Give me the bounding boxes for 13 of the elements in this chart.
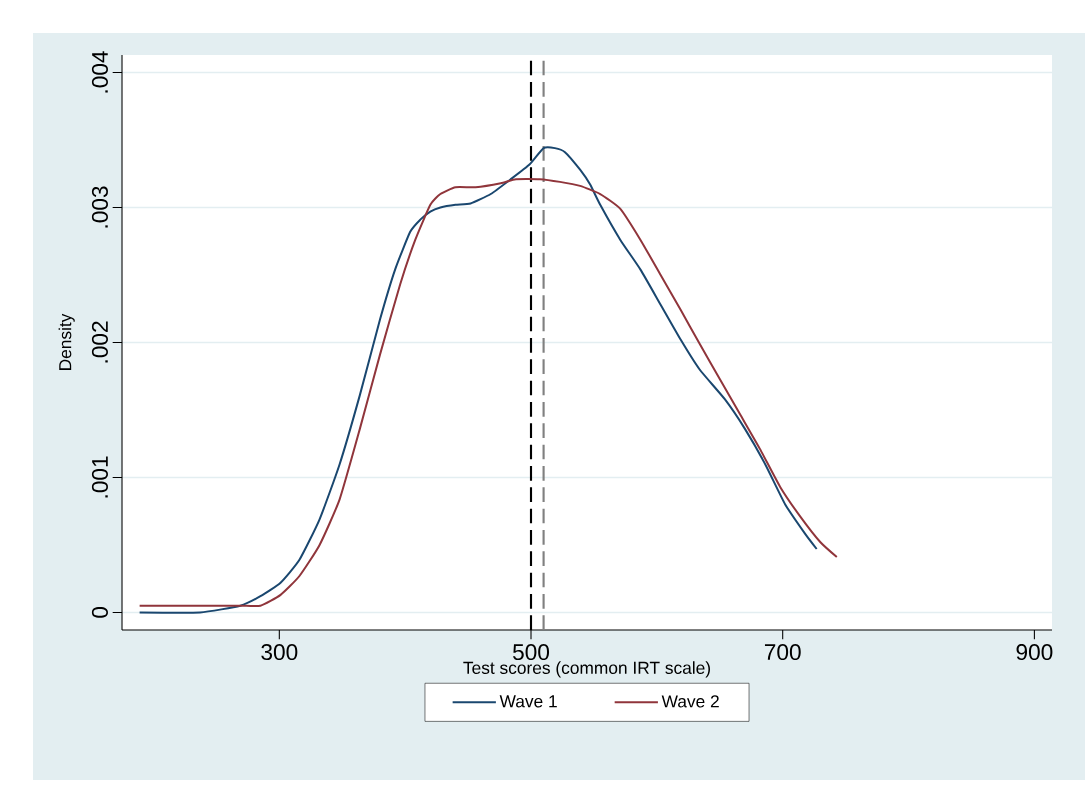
- x-tick-label: 900: [1016, 644, 1053, 661]
- y-tick-label: .003: [91, 186, 108, 228]
- y-axis-title: Density: [58, 313, 75, 370]
- x-tick-label: 700: [764, 644, 801, 661]
- legend-label: Wave 1: [499, 695, 557, 708]
- y-tick-label: 0: [91, 607, 108, 618]
- y-tick-label: .004: [91, 51, 108, 93]
- x-axis-title: Test scores (common IRT scale): [463, 661, 710, 678]
- y-tick-label: .002: [91, 321, 108, 363]
- x-tick-label: 500: [512, 644, 550, 661]
- y-tick-label: .001: [91, 456, 108, 498]
- legend-label: Wave 2: [661, 695, 719, 708]
- x-tick-label: 300: [261, 644, 298, 661]
